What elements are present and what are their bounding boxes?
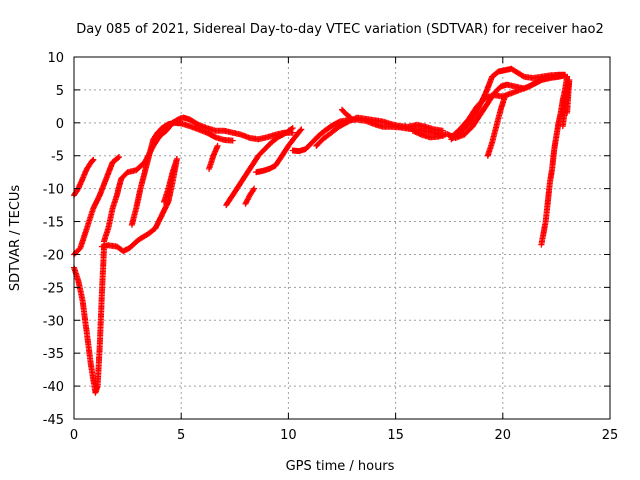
scatter-marks <box>448 72 566 141</box>
x-tick-label: 0 <box>70 428 78 443</box>
scatter-marks <box>242 185 258 207</box>
axes: 0 5 10 15 20 25 10 5 0 -5 -10 -15 -20 -25 -30 -35 -40 -45 <box>43 51 619 443</box>
scatter-marks <box>223 125 296 209</box>
data-marks <box>71 65 573 396</box>
y-tick-label: 10 <box>47 51 64 66</box>
scatter-marks <box>484 93 508 159</box>
x-tick-label: 25 <box>602 428 619 443</box>
y-tick-label: -40 <box>43 380 64 395</box>
series-track-q <box>448 72 566 141</box>
series-track-t <box>559 77 573 130</box>
scatter-marks <box>253 126 305 176</box>
y-axis-label: SDTVAR / TECUs <box>8 185 23 292</box>
series-track-r <box>484 93 508 159</box>
y-tick-label: -10 <box>43 183 64 198</box>
series-track-e <box>101 114 296 245</box>
series-track-f <box>128 119 236 228</box>
series-track-n <box>339 106 354 121</box>
series-track-i <box>223 125 296 209</box>
series-track-k <box>253 126 305 176</box>
x-tick-label: 10 <box>280 428 297 443</box>
scatter-marks <box>339 106 354 121</box>
y-tick-label: -5 <box>51 150 64 165</box>
scatter-marks <box>71 156 97 199</box>
scatter-marks <box>98 156 180 255</box>
y-tick-label: -20 <box>43 248 64 263</box>
series-track-j <box>242 185 258 207</box>
scatter-marks <box>161 156 180 205</box>
x-axis-label: GPS time / hours <box>286 459 395 474</box>
y-tick-label: 0 <box>56 117 64 132</box>
series-track-d <box>98 156 180 255</box>
series-track-m <box>313 114 446 149</box>
scatter-marks <box>128 119 236 228</box>
series-track-a <box>71 156 97 199</box>
plot-frame <box>73 56 611 420</box>
y-tick-label: -25 <box>43 281 64 296</box>
series-track-h <box>206 142 221 172</box>
y-tick-label: -35 <box>43 347 64 362</box>
y-tick-label: -15 <box>43 216 64 231</box>
scatter-marks <box>559 77 573 130</box>
y-tick-label: 5 <box>56 84 64 99</box>
scatter-marks <box>101 114 296 245</box>
scatter-marks <box>313 114 446 149</box>
x-tick-label: 5 <box>177 428 185 443</box>
y-tick-label: -45 <box>43 413 64 428</box>
x-tick-label: 20 <box>495 428 512 443</box>
x-tick-label: 15 <box>387 428 404 443</box>
scatter-marks <box>206 142 221 172</box>
series-track-g <box>161 156 180 205</box>
y-tick-label: -30 <box>43 314 64 329</box>
chart-title: Day 085 of 2021, Sidereal Day-to-day VTE… <box>76 22 604 37</box>
